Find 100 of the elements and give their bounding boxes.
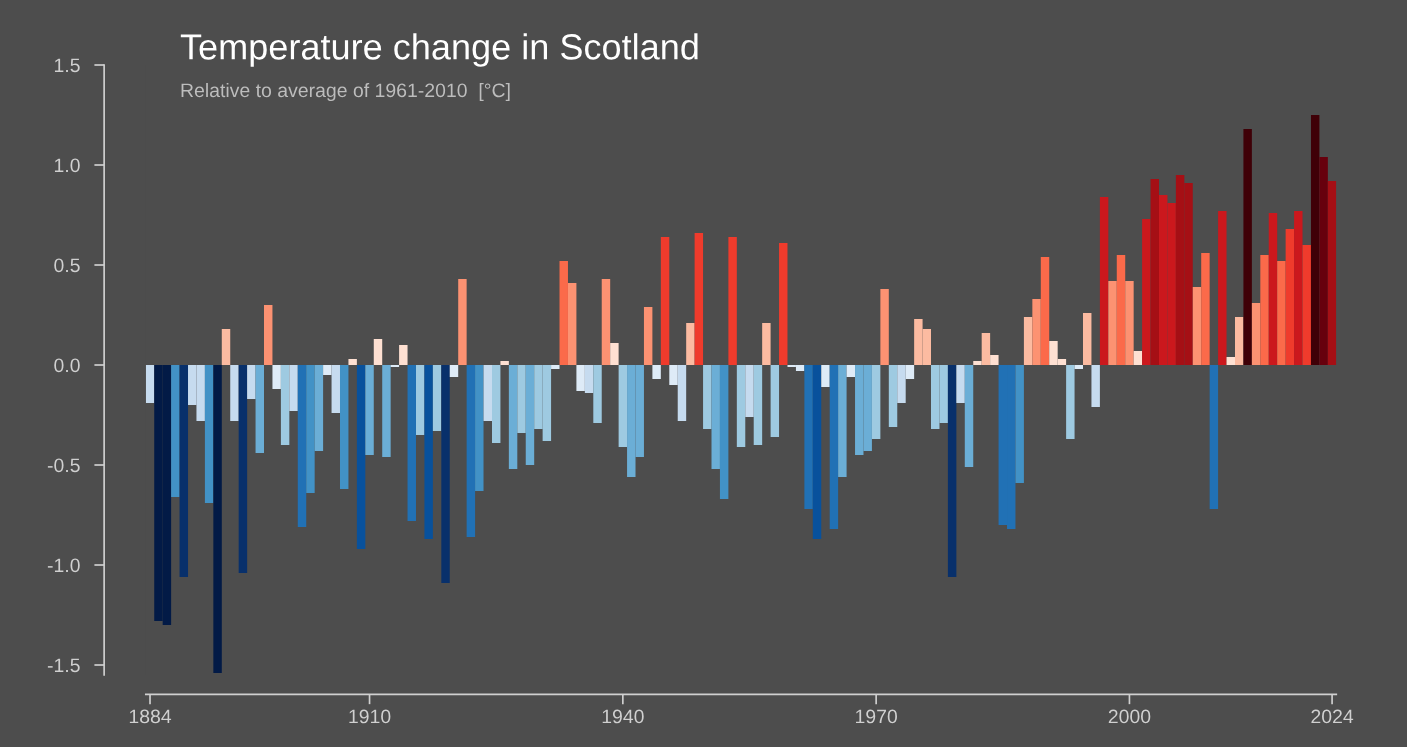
bar [517, 365, 526, 433]
bar [297, 365, 307, 527]
bar [508, 365, 518, 469]
y-tick-label: 1.5 [54, 58, 80, 73]
bar [306, 365, 315, 493]
bar [601, 279, 611, 365]
bar [1277, 261, 1286, 365]
bar [618, 365, 628, 447]
bar [1294, 211, 1303, 365]
bar [525, 365, 535, 465]
bar [1142, 219, 1151, 365]
bar [1319, 157, 1328, 365]
bar [1116, 255, 1126, 365]
bar [204, 365, 214, 503]
bar [1218, 211, 1227, 365]
bar [964, 365, 974, 467]
bar [584, 365, 594, 393]
bar [331, 365, 340, 413]
bar [441, 365, 450, 583]
bar [1260, 255, 1269, 365]
bar [356, 365, 366, 549]
bar [770, 365, 780, 437]
bar [171, 365, 180, 497]
bar [264, 305, 273, 365]
bar [838, 365, 847, 477]
bar [348, 359, 357, 365]
y-tick-label: 0.0 [54, 358, 80, 373]
bar [1108, 281, 1117, 365]
y-tick-label: -1.0 [47, 558, 80, 573]
bar [728, 237, 737, 365]
bar [230, 365, 239, 421]
bar [1023, 317, 1033, 365]
bar [1268, 213, 1278, 365]
bar [719, 365, 729, 499]
bar [247, 365, 256, 399]
bar [1133, 351, 1143, 365]
bar [846, 365, 856, 377]
bar [1302, 245, 1311, 365]
bar [1066, 365, 1075, 439]
y-tick-label: 0.5 [54, 258, 80, 273]
bar [567, 283, 577, 365]
bar [1125, 281, 1134, 365]
bar [652, 365, 661, 379]
bar [1150, 179, 1159, 365]
bar [1243, 129, 1252, 365]
bar [365, 365, 374, 455]
bar [669, 365, 678, 385]
bar [871, 365, 881, 439]
bar [888, 365, 898, 427]
bar [897, 365, 906, 403]
bar [373, 339, 383, 365]
bar [643, 307, 653, 365]
bar [576, 365, 585, 391]
bar [145, 365, 155, 403]
bar [762, 323, 771, 365]
bar [990, 355, 999, 365]
bar [432, 365, 442, 431]
bar [694, 233, 704, 365]
bar [610, 343, 619, 365]
bar [407, 365, 416, 521]
bar [1015, 365, 1024, 483]
bar [956, 365, 965, 403]
bar [475, 365, 484, 491]
bar [483, 365, 492, 421]
bar [753, 365, 763, 445]
y-tick-label: 1.0 [54, 158, 80, 173]
bar [491, 365, 501, 443]
bar [179, 365, 189, 577]
bar [500, 361, 509, 365]
bar [1209, 365, 1219, 509]
bar [812, 365, 822, 539]
bar [947, 365, 957, 577]
bar [1310, 115, 1320, 365]
bar [821, 365, 830, 387]
bar [238, 365, 248, 573]
x-tick-label: 1970 [856, 709, 898, 724]
bar [221, 329, 231, 365]
bar [1091, 365, 1100, 407]
x-tick-label: 2000 [1108, 709, 1151, 724]
bar [1032, 299, 1041, 365]
bar [415, 365, 425, 435]
bar [745, 365, 754, 417]
text: Relative to average of 1961-2010 [°C] [181, 82, 510, 102]
bar [880, 289, 889, 365]
bar [382, 365, 391, 457]
bar [340, 365, 349, 489]
bar [905, 365, 915, 379]
bar [686, 323, 695, 365]
bar [1074, 365, 1083, 369]
bar [323, 365, 332, 375]
bar [399, 345, 408, 365]
bar [711, 365, 720, 469]
x-tick-label: 2024 [1311, 709, 1354, 724]
x-tick-label: 1910 [349, 709, 391, 724]
bar [466, 365, 476, 537]
bar [551, 365, 560, 369]
chart-title: Temperature change in Scotland [180, 33, 698, 67]
bar [1192, 287, 1202, 365]
bar [973, 361, 982, 365]
bar [449, 365, 459, 377]
